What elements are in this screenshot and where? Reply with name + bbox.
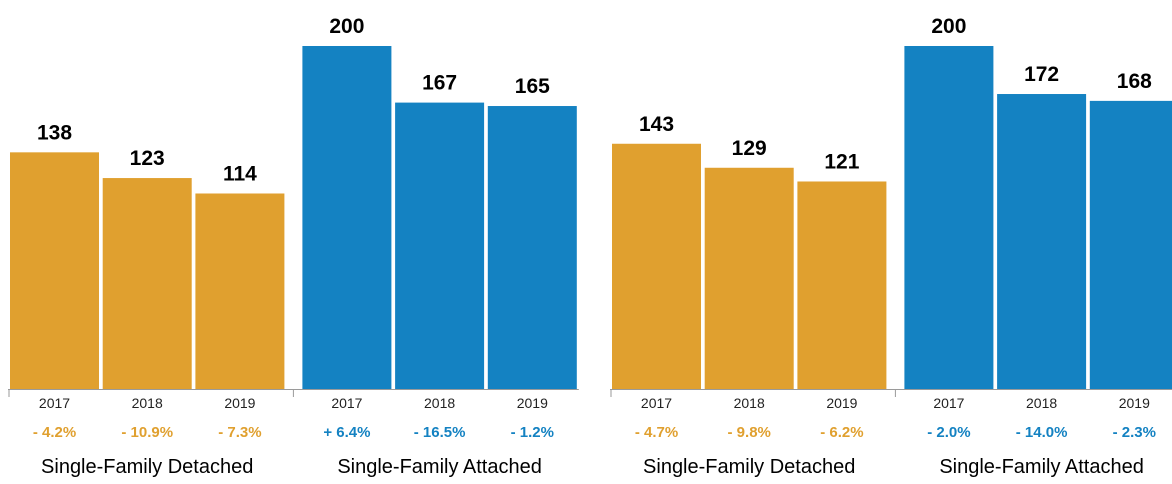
- bar: [102, 178, 192, 389]
- change-percent-label: - 2.0%: [927, 424, 970, 441]
- bar-value-label: 168: [1117, 70, 1152, 93]
- bar-value-label: 143: [639, 113, 674, 136]
- group-label: Single-Family Attached: [939, 456, 1144, 478]
- x-tick-label: 2018: [734, 395, 765, 411]
- x-tick-label: 2017: [39, 395, 70, 411]
- change-percent-label: - 10.9%: [121, 424, 173, 441]
- bar-value-label: 123: [130, 147, 165, 170]
- change-percent-label: - 9.8%: [728, 424, 771, 441]
- bar-value-label: 167: [422, 72, 457, 95]
- x-tick-label: 2019: [517, 395, 548, 411]
- x-tick-label: 2017: [331, 395, 362, 411]
- bar: [487, 106, 577, 390]
- bar: [395, 102, 485, 389]
- bar: [302, 46, 392, 389]
- bar-value-label: 172: [1024, 63, 1059, 86]
- x-tick-label: 2017: [933, 395, 964, 411]
- x-tick-label: 2019: [826, 395, 857, 411]
- bar-value-label: 200: [931, 15, 966, 38]
- change-percent-label: - 2.3%: [1113, 424, 1156, 441]
- bar: [195, 193, 285, 389]
- bar: [1089, 100, 1172, 389]
- x-tick-label: 2017: [641, 395, 672, 411]
- group-label: Single-Family Detached: [41, 456, 253, 478]
- bar-value-label: 165: [515, 75, 550, 98]
- bar: [704, 167, 794, 389]
- change-percent-label: - 7.3%: [218, 424, 261, 441]
- group-label: Single-Family Detached: [643, 456, 855, 478]
- group-label: Single-Family Attached: [337, 456, 542, 478]
- bar: [997, 94, 1087, 390]
- bar-value-label: 200: [329, 15, 364, 38]
- x-tick-label: 2018: [1026, 395, 1057, 411]
- bar-value-label: 121: [824, 150, 859, 173]
- bar: [10, 152, 99, 389]
- bar: [797, 181, 887, 389]
- bar-value-label: 138: [37, 121, 72, 144]
- bar: [612, 143, 701, 389]
- change-percent-label: + 6.4%: [323, 424, 370, 441]
- bar-value-label: 129: [732, 137, 767, 160]
- change-percent-label: - 6.2%: [820, 424, 863, 441]
- bar: [904, 46, 994, 389]
- change-percent-label: - 14.0%: [1016, 424, 1068, 441]
- change-percent-label: - 1.2%: [511, 424, 554, 441]
- change-percent-label: - 16.5%: [414, 424, 466, 441]
- x-tick-label: 2018: [424, 395, 455, 411]
- x-tick-label: 2019: [224, 395, 255, 411]
- x-tick-label: 2018: [132, 395, 163, 411]
- change-percent-label: - 4.2%: [33, 424, 76, 441]
- x-tick-label: 2019: [1119, 395, 1150, 411]
- change-percent-label: - 4.7%: [635, 424, 678, 441]
- bar-value-label: 114: [223, 162, 257, 185]
